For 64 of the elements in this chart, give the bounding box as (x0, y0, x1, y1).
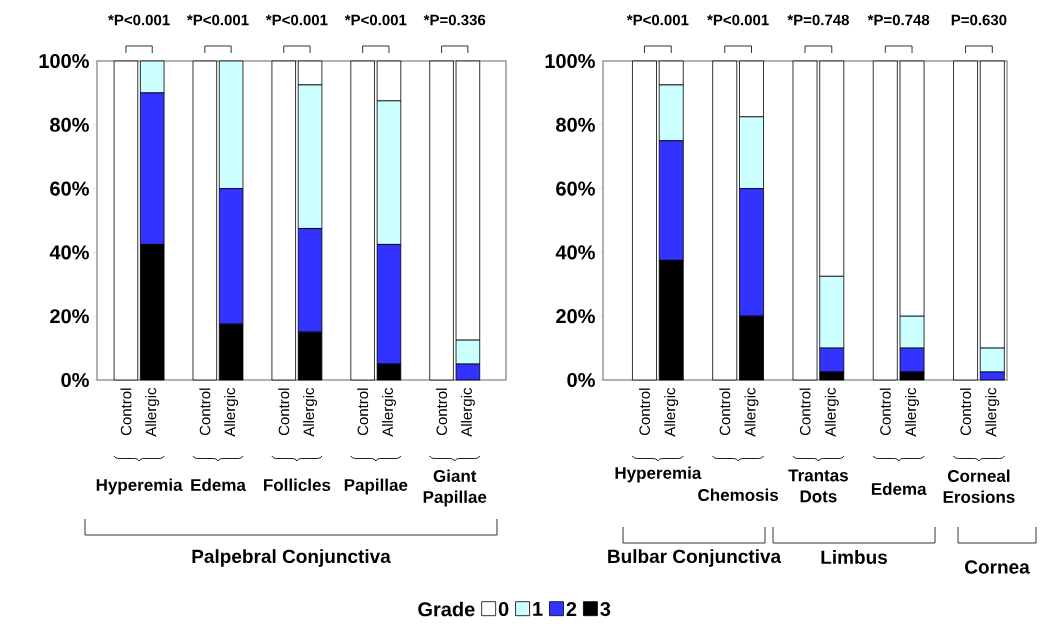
text: Papillae (344, 478, 408, 495)
legend-label: 0 (498, 601, 509, 617)
x-tick-label: Control (278, 388, 290, 436)
y-tick-label: 100% (545, 53, 595, 69)
bar (271, 60, 296, 381)
x-tick-label: Control (199, 388, 211, 436)
text: *P<0.001 (626, 14, 689, 26)
x-tick-label: Allergic (303, 387, 318, 437)
x-tick-label: Control (357, 388, 369, 436)
text: Giant Papillae (423, 469, 487, 507)
x-tick-label: Allergic (824, 387, 839, 437)
y-tick-label: 0% (567, 372, 595, 388)
y-tick-label: 80% (50, 117, 89, 132)
x-tick-label: Control (120, 388, 132, 436)
x-tick-label: Control (719, 388, 731, 436)
y-tick-label: 60% (556, 181, 595, 196)
text: *P<0.001 (108, 14, 170, 26)
x-tick-label: Allergic (145, 387, 160, 437)
x-tick-label: Control (436, 388, 448, 436)
text: Cornea (965, 560, 1030, 574)
text: *P<0.001 (707, 14, 769, 26)
y-tick-label: 20% (556, 309, 595, 324)
y-tick-label: 20% (50, 309, 89, 324)
bar (113, 60, 139, 381)
bar (192, 60, 218, 381)
y-tick-label: 60% (50, 181, 89, 196)
legend-label: 1 (533, 602, 543, 616)
text: Chemosis (698, 488, 779, 502)
legend-label: 2 (566, 601, 577, 616)
text: Trantas Dots (788, 469, 848, 503)
x-tick-label: Allergic (381, 387, 396, 437)
text: Hyperemia (615, 466, 702, 483)
legend-title: Grade (418, 601, 475, 617)
y-tick-label: 40% (49, 245, 89, 260)
x-tick-label: Allergic (664, 387, 679, 437)
y-tick-label: 100% (39, 53, 89, 69)
y-tick-label: 0% (61, 372, 89, 388)
text: Limbus (821, 550, 888, 564)
y-tick-label: 80% (556, 117, 595, 132)
text: Follicles (264, 478, 331, 492)
text: Corneal Erosions (943, 469, 1015, 504)
x-tick-label: Control (960, 388, 972, 436)
text: Edema (191, 478, 246, 492)
x-tick-label: Control (799, 388, 811, 436)
text: *P<0.001 (265, 14, 328, 26)
text: *P=0.748 (867, 14, 930, 26)
text: Palpebral Conjunctiva (192, 549, 391, 567)
x-tick-label: Control (879, 388, 891, 436)
text: Hyperemia (96, 478, 183, 495)
text: Edema (871, 482, 927, 496)
y-tick-label: 40% (555, 245, 595, 260)
text: *P<0.001 (186, 14, 249, 26)
text: *P=0.336 (423, 14, 486, 26)
legend-label: 3 (600, 601, 611, 617)
x-tick-label: Allergic (905, 387, 920, 437)
x-tick-label: Allergic (985, 387, 1000, 437)
text: Bulbar Conjunctiva (608, 549, 782, 567)
text: P=0.630 (951, 14, 1007, 26)
x-tick-label: Control (638, 388, 650, 436)
x-tick-label: Allergic (744, 387, 759, 437)
text: *P=0.748 (787, 14, 849, 26)
x-tick-label: Allergic (460, 387, 475, 437)
x-tick-label: Allergic (224, 387, 239, 437)
text: *P<0.001 (344, 14, 407, 26)
